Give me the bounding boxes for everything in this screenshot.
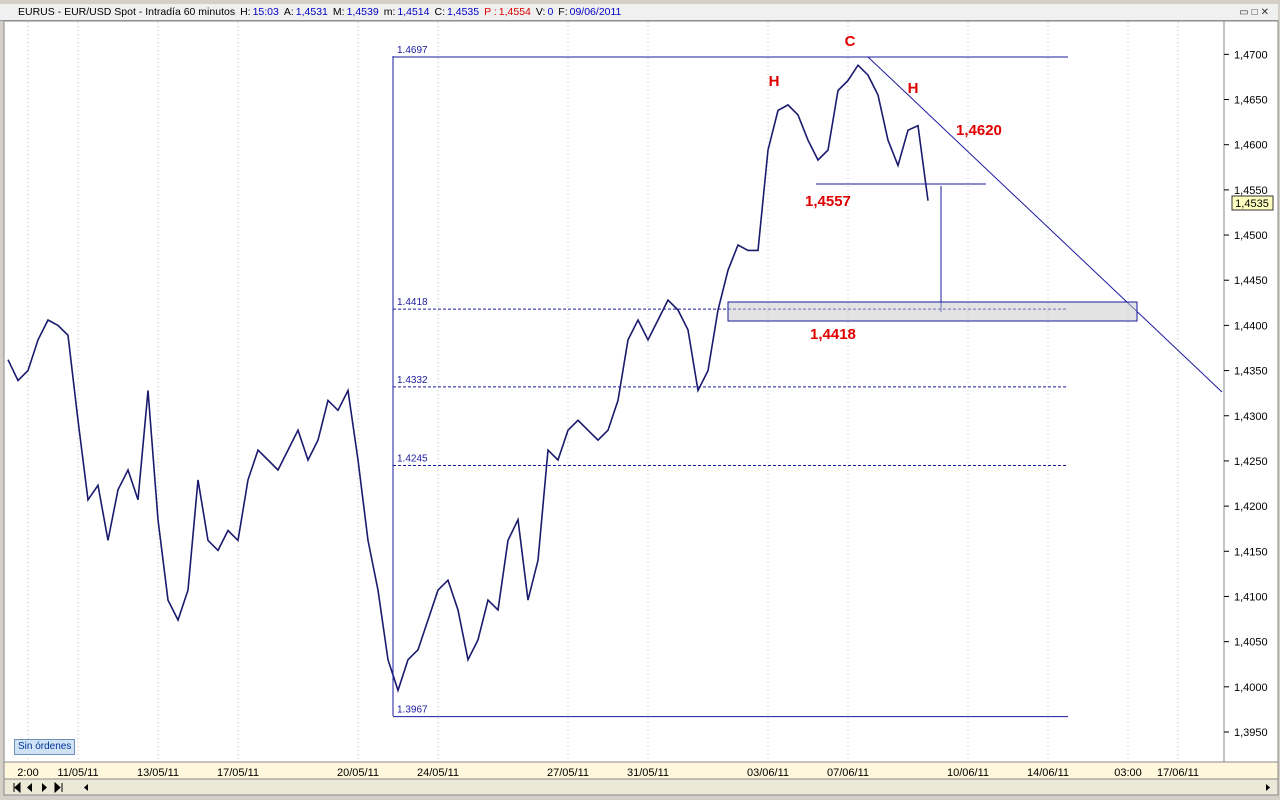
- field-value: 09/06/2011: [569, 6, 622, 18]
- y-tick-label: 1,4650: [1234, 95, 1268, 107]
- y-tick-label: 1,4300: [1234, 411, 1268, 423]
- fib-level-label: 1.3967: [397, 705, 428, 716]
- plot-area: [3, 20, 1225, 763]
- y-tick-label: 1,4250: [1234, 456, 1268, 468]
- y-tick-label: 1,4600: [1234, 140, 1268, 152]
- field-value: 1,4539: [346, 6, 379, 18]
- price-axis: [1223, 20, 1279, 763]
- fib-level-label: 1.4418: [397, 297, 428, 308]
- field-label: P :: [484, 6, 497, 18]
- x-tick-label: 24/05/11: [417, 767, 459, 779]
- last-price-box: [1231, 195, 1274, 211]
- y-tick-label: 1,4400: [1234, 320, 1268, 332]
- x-tick-label: 03/06/11: [747, 767, 789, 779]
- field-value: 1,4531: [295, 6, 328, 18]
- field-value: 1,4554: [498, 6, 531, 18]
- orders-button[interactable]: Sin órdenes: [14, 739, 76, 755]
- fib-level-label: 1.4697: [397, 45, 428, 56]
- y-tick-label: 1,4500: [1234, 230, 1268, 242]
- price-line: [7, 63, 929, 693]
- x-tick-label: 31/05/11: [627, 767, 669, 779]
- y-tick-label: 1,4000: [1234, 682, 1268, 694]
- neckline-label: 1,4557: [805, 193, 851, 210]
- header-title: EURUS - EUR/USD Spot - Intradía 60 minut…: [18, 6, 236, 18]
- y-tick-label: 1,4100: [1234, 591, 1268, 603]
- y-tick-label: 1,3950: [1234, 727, 1268, 739]
- fib-level-label: 1.4245: [397, 453, 428, 464]
- pattern-label-c: C: [845, 33, 856, 50]
- field-label: A:: [283, 6, 294, 18]
- field-value: 15:03: [252, 6, 279, 18]
- field-label: F:: [558, 6, 568, 18]
- field-value: 1,4514: [397, 6, 430, 18]
- x-tick-label: 10/06/11: [947, 767, 989, 779]
- field-value: 0: [547, 6, 554, 18]
- y-tick-label: 1,4050: [1234, 637, 1268, 649]
- field-value: 1,4535: [447, 6, 480, 18]
- x-tick-label: 11/05/11: [57, 767, 98, 779]
- x-tick-label: 2:00: [17, 767, 38, 779]
- field-label: M:: [332, 6, 345, 18]
- trend-line: [867, 56, 1223, 393]
- y-tick-label: 1,4350: [1234, 366, 1268, 378]
- y-tick-label: 1,4150: [1234, 546, 1268, 558]
- y-tick-label: 1,4450: [1234, 275, 1268, 287]
- pattern-label-h: H: [908, 80, 919, 97]
- x-tick-label: 27/05/11: [547, 767, 589, 779]
- support-label: 1,4418: [810, 326, 856, 343]
- x-tick-label: 03:00: [1114, 767, 1142, 779]
- field-label: m:: [383, 6, 396, 18]
- scroll-bar[interactable]: [3, 778, 1279, 796]
- window-buttons[interactable]: ▭□✕: [1239, 7, 1272, 18]
- header-bar: EURUS - EUR/USD Spot - Intradía 60 minut…: [0, 4, 1278, 21]
- header-fields: H: 15:03 A: 1,4531 M: 1,4539 m: 1,4514 C: 1,4535 P…: [235, 6, 621, 18]
- field-label: H:: [240, 6, 251, 18]
- field-label: V:: [535, 6, 546, 18]
- fib-level-label: 1.4332: [397, 375, 428, 386]
- x-tick-label: 20/05/11: [337, 767, 379, 779]
- field-label: C:: [434, 6, 446, 18]
- nav-buttons[interactable]: [13, 781, 1270, 794]
- x-tick-label: 07/06/11: [827, 767, 869, 779]
- x-tick-label: 14/06/11: [1027, 767, 1069, 779]
- last-price-label: 1,4535: [1235, 198, 1269, 210]
- y-tick-label: 1,4550: [1234, 185, 1268, 197]
- y-tick-label: 1,4200: [1234, 501, 1268, 513]
- support-zone: [727, 301, 1138, 322]
- y-tick-label: 1,4700: [1234, 49, 1268, 61]
- pattern-label-h: H: [769, 73, 780, 90]
- x-tick-label: 17/06/11: [1157, 767, 1199, 779]
- x-tick-label: 17/05/11: [217, 767, 259, 779]
- target-label: 1,4620: [956, 122, 1002, 139]
- x-tick-label: 13/05/11: [137, 767, 179, 779]
